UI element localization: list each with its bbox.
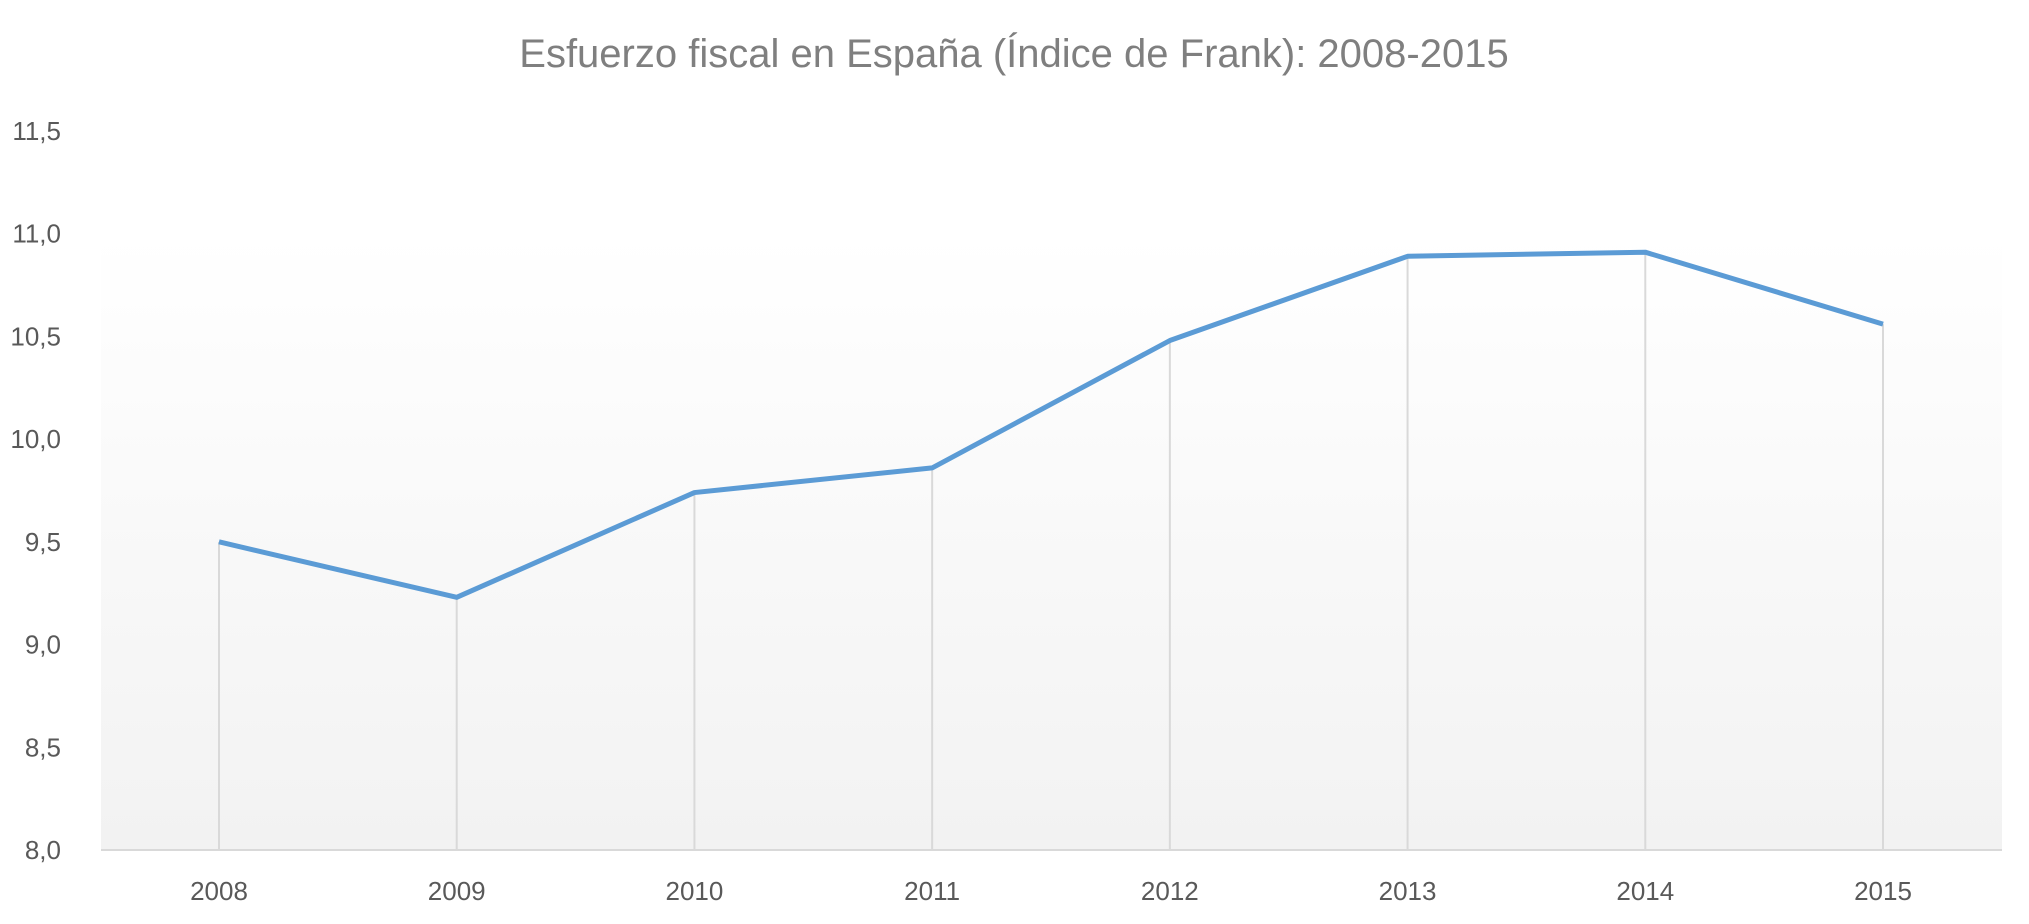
y-tick-label: 10,0 — [10, 424, 61, 454]
x-tick-label: 2009 — [428, 876, 486, 906]
x-tick-label: 2008 — [190, 876, 248, 906]
x-tick-label: 2013 — [1379, 876, 1437, 906]
x-tick-label: 2014 — [1616, 876, 1674, 906]
x-tick-label: 2010 — [666, 876, 724, 906]
series-line — [218, 249, 1884, 600]
y-tick-label: 9,0 — [25, 630, 61, 660]
x-tick-label: 2011 — [904, 876, 960, 906]
y-tick-label: 11,5 — [12, 116, 61, 146]
y-tick-label: 10,5 — [10, 321, 61, 351]
y-tick-label: 11,0 — [12, 219, 61, 249]
y-tick-label: 8,0 — [25, 835, 61, 865]
y-tick-label: 8,5 — [25, 732, 61, 762]
x-tick-label: 2015 — [1854, 876, 1912, 906]
chart-title: Esfuerzo fiscal en España (Índice de Fra… — [519, 31, 1508, 76]
y-tick-label: 9,5 — [25, 527, 61, 557]
plot-area — [101, 233, 2002, 850]
x-tick-label: 2012 — [1141, 876, 1199, 906]
